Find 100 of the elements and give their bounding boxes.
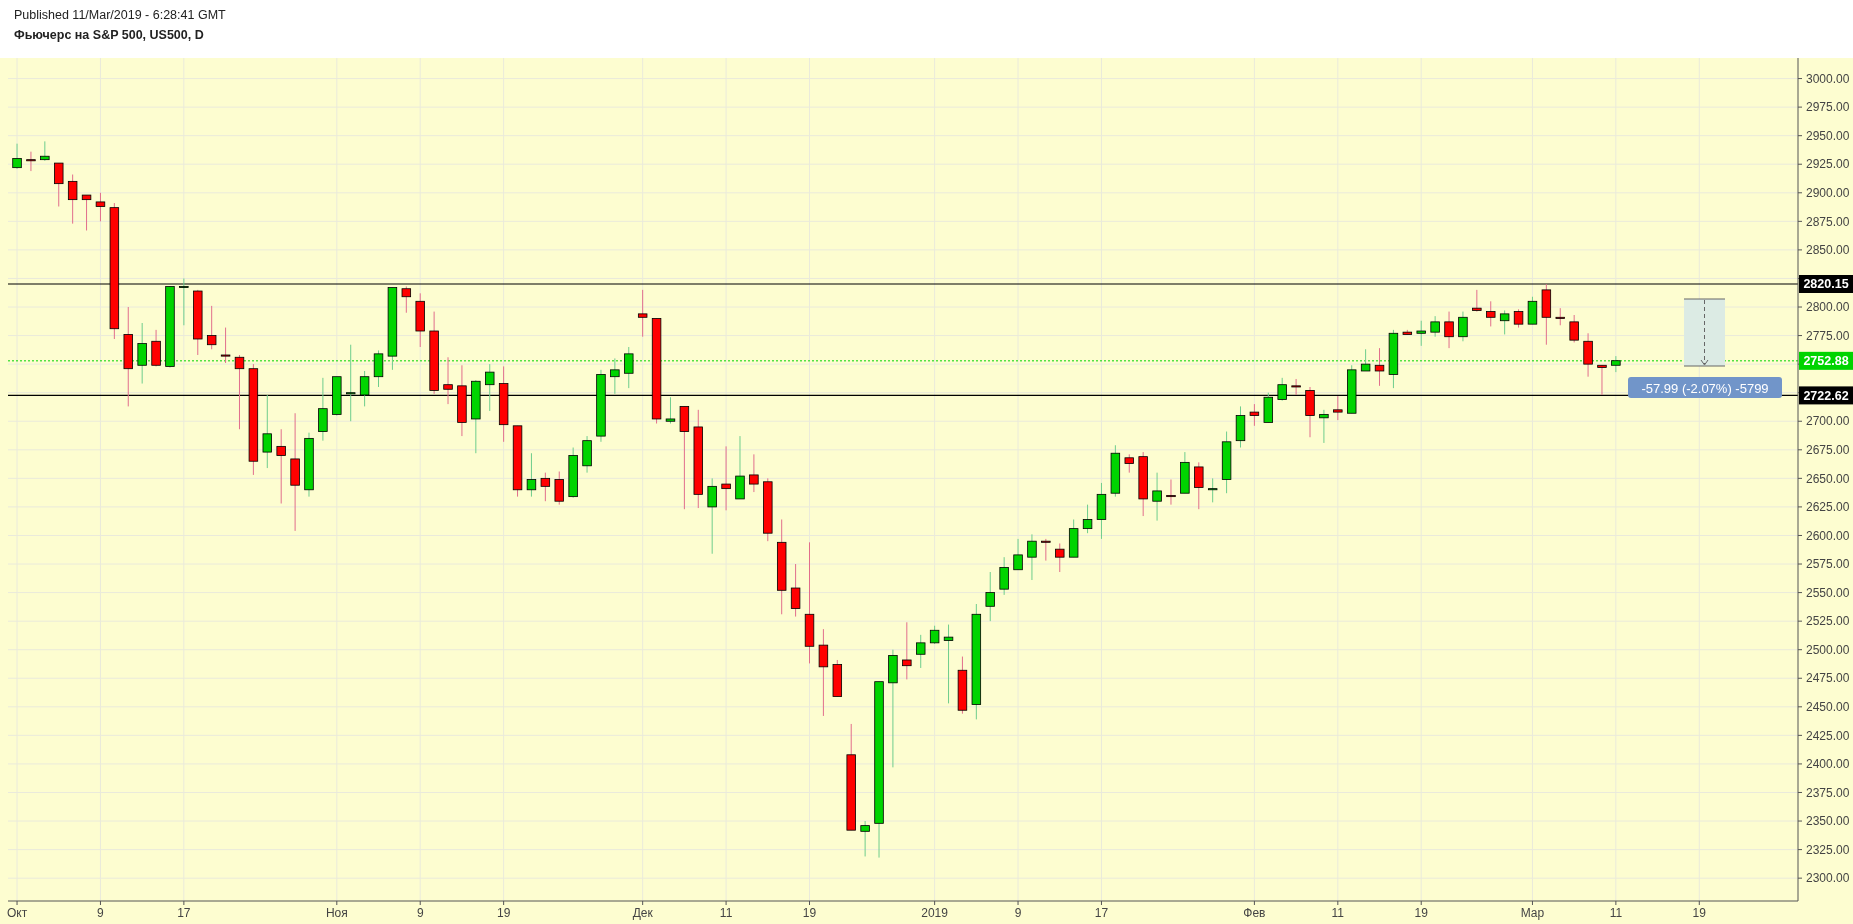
candlestick xyxy=(902,621,912,680)
candlestick xyxy=(1486,300,1496,327)
x-tick-label: Дек xyxy=(632,906,654,920)
candlestick xyxy=(1513,308,1524,329)
candlestick xyxy=(1430,315,1440,338)
candlestick xyxy=(67,174,78,225)
candlestick xyxy=(95,192,106,222)
x-tick-label: 19 xyxy=(496,906,511,920)
x-tick-label: 9 xyxy=(97,906,105,920)
y-tick-label: 2525.00 xyxy=(1806,614,1850,629)
y-tick-label: 2375.00 xyxy=(1806,785,1850,800)
y-tick-label: 2475.00 xyxy=(1806,671,1850,686)
x-tick-label: 11 xyxy=(1609,906,1623,920)
y-tick-label: 2500.00 xyxy=(1806,642,1850,657)
candlestick xyxy=(1458,311,1468,342)
candlestick xyxy=(40,140,50,162)
candlestick xyxy=(26,151,36,172)
candlestick xyxy=(81,194,92,231)
candlestick xyxy=(916,634,926,669)
x-tick-label: 2019 xyxy=(921,906,949,920)
candlestick xyxy=(1583,332,1593,378)
candlestick xyxy=(985,571,995,622)
x-tick-label: 19 xyxy=(1414,906,1429,920)
candlestick xyxy=(1416,320,1426,347)
y-tick-label: 2325.00 xyxy=(1806,842,1850,857)
candlestick xyxy=(790,563,801,618)
x-tick-label: Фев xyxy=(1243,906,1266,920)
candlestick xyxy=(1124,453,1134,474)
candlestick xyxy=(1499,309,1510,335)
candlestick xyxy=(1013,538,1023,571)
candlestick xyxy=(721,445,731,511)
x-tick-label: 19 xyxy=(802,906,817,920)
x-tick-label: 11 xyxy=(1331,906,1345,920)
y-tick-label: 2350.00 xyxy=(1806,814,1850,829)
candlestick xyxy=(1207,477,1218,503)
candlestick xyxy=(54,162,64,207)
y-tick-label: 2400.00 xyxy=(1806,757,1850,772)
candlestick xyxy=(276,428,286,504)
candlestick xyxy=(526,452,537,498)
y-tick-label: 2425.00 xyxy=(1806,728,1850,743)
y-tick-label: 2875.00 xyxy=(1806,214,1850,229)
ref-line-label: 2752.88 xyxy=(1803,354,1849,369)
candlestick xyxy=(1569,314,1579,343)
candlestick xyxy=(1194,461,1204,510)
y-tick-label: 2675.00 xyxy=(1806,443,1850,457)
y-tick-label: 2800.00 xyxy=(1806,300,1850,315)
y-tick-label: 3000.00 xyxy=(1806,71,1850,86)
x-tick-label: Окт xyxy=(6,906,28,920)
candlestick xyxy=(943,624,954,704)
ref-line-label: 2820.15 xyxy=(1803,277,1849,292)
ref-line-label: 2722.62 xyxy=(1803,388,1849,403)
y-tick-label: 2925.00 xyxy=(1806,157,1850,172)
candlestick xyxy=(1027,533,1037,581)
x-tick-label: 9 xyxy=(1014,906,1022,920)
y-tick-label: 2975.00 xyxy=(1806,100,1850,115)
candlestick xyxy=(220,327,231,364)
text: Published 11/Mar/2019 - 6:28:41 GMT xyxy=(14,8,227,22)
candlestick xyxy=(1527,296,1538,325)
candlestick xyxy=(540,472,551,502)
y-tick-label: 2600.00 xyxy=(1806,528,1850,543)
annotation: -57.99 (-2.07%) -5799 xyxy=(1641,380,1769,396)
candlestick xyxy=(707,477,717,555)
x-tick-label: 17 xyxy=(1094,906,1109,920)
y-tick-label: 2900.00 xyxy=(1806,185,1850,200)
candlestick xyxy=(735,435,745,500)
candlestick xyxy=(637,289,648,338)
candlestick xyxy=(12,143,22,170)
candlestick xyxy=(1152,472,1162,522)
candlestick xyxy=(929,625,940,645)
y-tick-label: 2650.00 xyxy=(1806,471,1850,486)
candlestick xyxy=(1472,289,1482,313)
candlestick xyxy=(1444,311,1454,349)
x-tick-label: Мар xyxy=(1520,906,1545,920)
candlestick xyxy=(1041,538,1051,562)
y-tick-label: 2775.00 xyxy=(1806,328,1850,343)
candlestick xyxy=(1055,542,1065,573)
candlestick xyxy=(1249,403,1260,427)
x-tick-label: 9 xyxy=(416,906,424,920)
x-tick-label: Ноя xyxy=(325,906,348,920)
x-tick-label: 17 xyxy=(177,906,191,920)
chart-title: Фьючерс на S&P 500, US500, D xyxy=(14,28,204,42)
candlestick xyxy=(860,820,870,857)
y-tick-label: 2700.00 xyxy=(1806,414,1850,429)
y-tick-label: 2450.00 xyxy=(1806,700,1850,715)
y-tick-label: 2575.00 xyxy=(1806,557,1850,572)
candlestick xyxy=(999,556,1009,596)
candlestick xyxy=(1166,479,1176,506)
candlestick xyxy=(749,453,759,493)
candlestick xyxy=(1082,504,1093,534)
y-tick-label: 2300.00 xyxy=(1806,871,1850,886)
x-tick-label: 19 xyxy=(1692,906,1707,920)
y-tick-label: 2950.00 xyxy=(1806,128,1850,143)
y-tick-label: 2850.00 xyxy=(1806,243,1850,258)
candlestick xyxy=(624,346,634,389)
candlestick xyxy=(151,329,161,367)
candlestick xyxy=(206,305,217,350)
candlestick xyxy=(1374,347,1385,387)
y-tick-label: 2550.00 xyxy=(1806,585,1850,600)
x-tick-label: 11 xyxy=(719,906,733,920)
candlestick xyxy=(554,471,564,506)
